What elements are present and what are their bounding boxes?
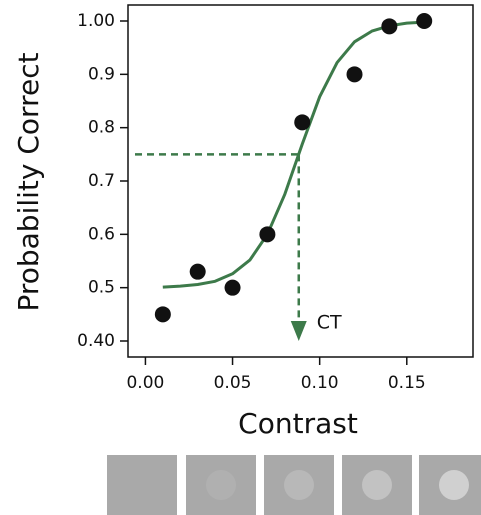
x-tick-label: 0.00: [126, 373, 164, 393]
data-point: [347, 66, 363, 82]
y-tick-label: 0.9: [88, 64, 115, 84]
threshold-arrow: [291, 321, 307, 341]
threshold-label: CT: [317, 312, 342, 334]
chart: Contrast Probability Correct 0.40 0.5 0.6 0…: [0, 0, 481, 515]
page: Contrast Probability Correct 0.40 0.5 0.6 0…: [0, 0, 481, 515]
y-axis-label: Probability Correct: [12, 52, 45, 311]
y-tick-label: 0.7: [88, 171, 115, 191]
x-tick-label: 0.15: [388, 373, 426, 393]
x-tick-label: 0.05: [214, 373, 252, 393]
y-tick-label: 0.8: [88, 118, 115, 138]
stimulus-patch: [284, 470, 314, 500]
data-point: [155, 306, 171, 322]
stimulus: [107, 455, 177, 515]
data-point: [225, 280, 241, 296]
stimuli: [107, 455, 481, 515]
plot-frame: [128, 5, 473, 357]
stimulus-patch: [206, 470, 236, 500]
data-point: [381, 18, 397, 34]
stimulus-patch: [362, 470, 392, 500]
y-tick-label: 0.5: [88, 278, 115, 298]
data-point: [416, 13, 432, 29]
data-point: [259, 226, 275, 242]
y-tick-label: 0.6: [88, 224, 115, 244]
x-axis-label: Contrast: [238, 407, 358, 440]
stimulus-patch: [439, 470, 469, 500]
y-tick-label: 1.00: [77, 11, 115, 31]
data-point: [190, 264, 206, 280]
data-point: [294, 114, 310, 130]
x-tick-label: 0.10: [301, 373, 339, 393]
y-tick-label: 0.40: [77, 331, 115, 351]
